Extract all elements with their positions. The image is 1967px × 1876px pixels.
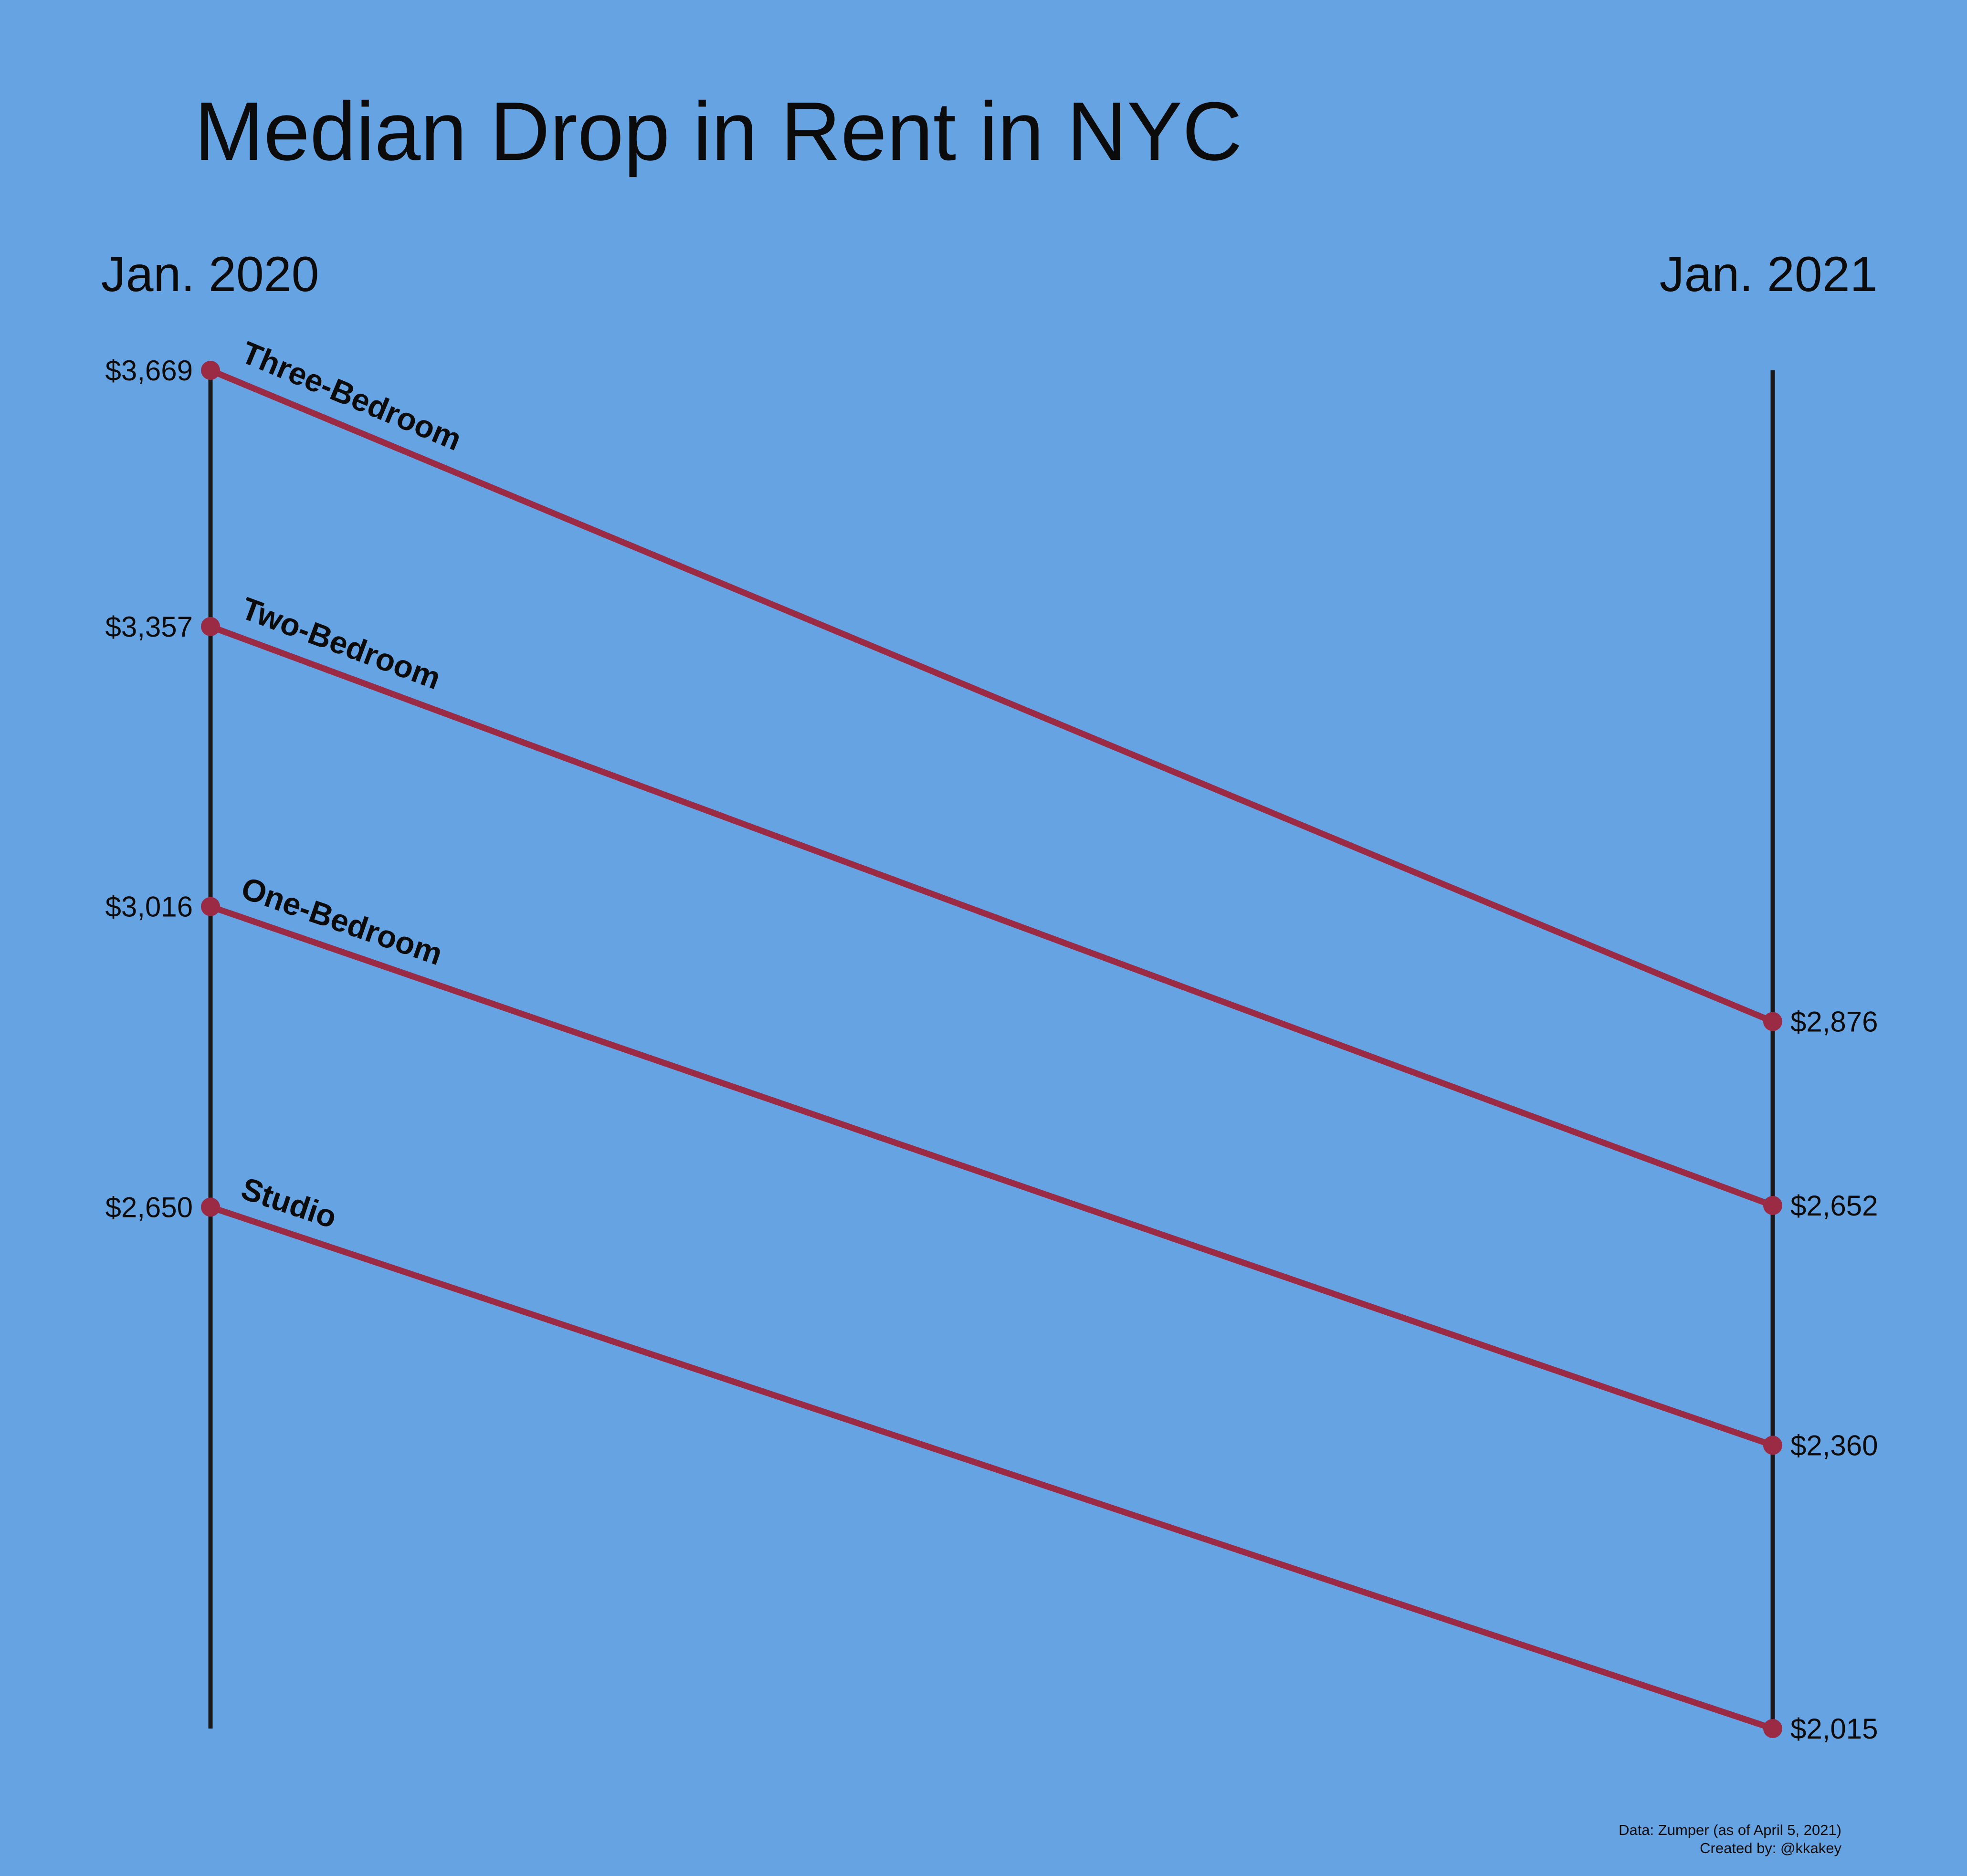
data-point-three-bedroom-start	[201, 361, 220, 380]
series-line-one-bedroom	[207, 903, 1776, 1448]
data-point-studio-end	[1763, 1719, 1782, 1738]
data-point-two-bedroom-end	[1763, 1195, 1782, 1215]
data-point-studio-start	[201, 1197, 220, 1217]
data-point-one-bedroom-end	[1763, 1436, 1782, 1455]
value-label-one-bedroom-end: $2,360	[1790, 1429, 1878, 1461]
data-point-one-bedroom-start	[201, 897, 220, 916]
value-label-studio-start: $2,650	[105, 1191, 193, 1223]
value-label-two-bedroom-start: $3,357	[105, 611, 193, 643]
series-label-one-bedroom: One-Bedroom	[237, 870, 447, 972]
data-point-two-bedroom-start	[201, 617, 220, 636]
series-studio: $2,650 $2,015 Studio	[105, 1170, 1878, 1745]
value-label-three-bedroom-start: $3,669	[105, 355, 193, 387]
footnote-source: Data: Zumper (as of April 5, 2021)	[1619, 1822, 1841, 1838]
value-label-one-bedroom-start: $3,016	[105, 891, 193, 923]
column-header-right: Jan. 2021	[1660, 247, 1878, 302]
series-line-three-bedroom	[207, 367, 1776, 1025]
value-label-three-bedroom-end: $2,876	[1790, 1006, 1878, 1038]
series-label-two-bedroom: Two-Bedroom	[237, 590, 445, 696]
series-line-two-bedroom	[207, 623, 1776, 1209]
column-header-left: Jan. 2020	[101, 247, 319, 302]
series-two-bedroom: $3,357 $2,652 Two-Bedroom	[105, 590, 1878, 1222]
series-label-studio: Studio	[237, 1170, 341, 1235]
series-one-bedroom: $3,016 $2,360 One-Bedroom	[105, 870, 1878, 1461]
data-point-three-bedroom-end	[1763, 1012, 1782, 1031]
footnote-credit: Created by: @kkakey	[1700, 1840, 1841, 1856]
value-label-two-bedroom-end: $2,652	[1790, 1190, 1878, 1222]
chart-title: Median Drop in Rent in NYC	[194, 84, 1242, 178]
series-layer: $3,669$2,876Three-Bedroom$3,357$2,652Two…	[105, 335, 1878, 1745]
series-line-studio	[207, 1204, 1776, 1732]
value-label-studio-end: $2,015	[1790, 1713, 1878, 1745]
